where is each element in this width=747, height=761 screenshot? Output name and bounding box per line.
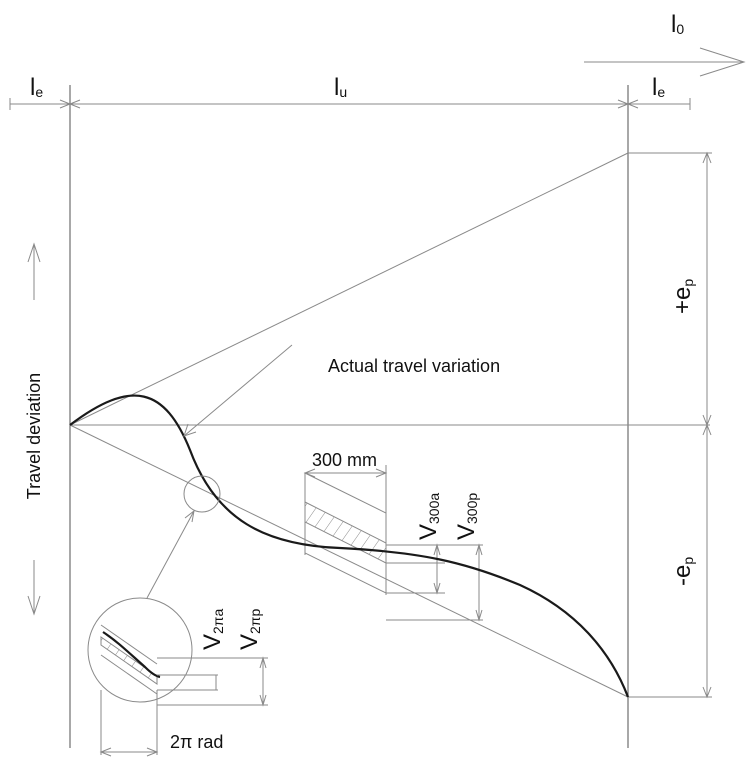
300mm-dimension (303, 468, 388, 478)
upper-tolerance-line (69, 152, 629, 426)
v300a-label: V300a (415, 493, 442, 540)
ep-plus-label: +ep (669, 279, 696, 314)
y-axis-label: Travel deviation (24, 373, 44, 499)
v2pia-label: V2πa (199, 609, 226, 650)
dim-300-label: 300 mm (312, 450, 377, 470)
detail-leader-line (146, 510, 195, 599)
v2pi-dimensions (157, 656, 268, 707)
detail-large-circle (87, 597, 193, 703)
detail-small-circle (183, 475, 221, 513)
detail-band (100, 624, 161, 695)
le-left-label: le (30, 74, 43, 101)
v300-dimensions (386, 543, 483, 622)
le-right-label: le (652, 74, 665, 101)
dim-2pi-label: 2π rad (170, 732, 223, 752)
lu-label: lu (334, 74, 347, 101)
l0-arrow (584, 47, 746, 77)
down-arrow-icon (27, 560, 41, 616)
detail-leader-arrow (184, 509, 195, 523)
curve-note-label: Actual travel variation (328, 356, 500, 376)
v300p-label: V300p (453, 493, 480, 540)
ep-minus-label: -ep (669, 557, 696, 586)
l0-label: l0 (671, 11, 684, 38)
v2pip-label: V2πp (236, 609, 263, 650)
2pi-dimension (99, 690, 159, 757)
curve-pointer (183, 344, 293, 437)
actual-travel-curve (69, 394, 630, 698)
up-arrow-icon (27, 242, 41, 300)
top-dimension-line (9, 98, 691, 110)
ep-dimension-line (702, 151, 712, 699)
lower-tolerance-line (69, 424, 629, 698)
300mm-band (304, 465, 387, 595)
